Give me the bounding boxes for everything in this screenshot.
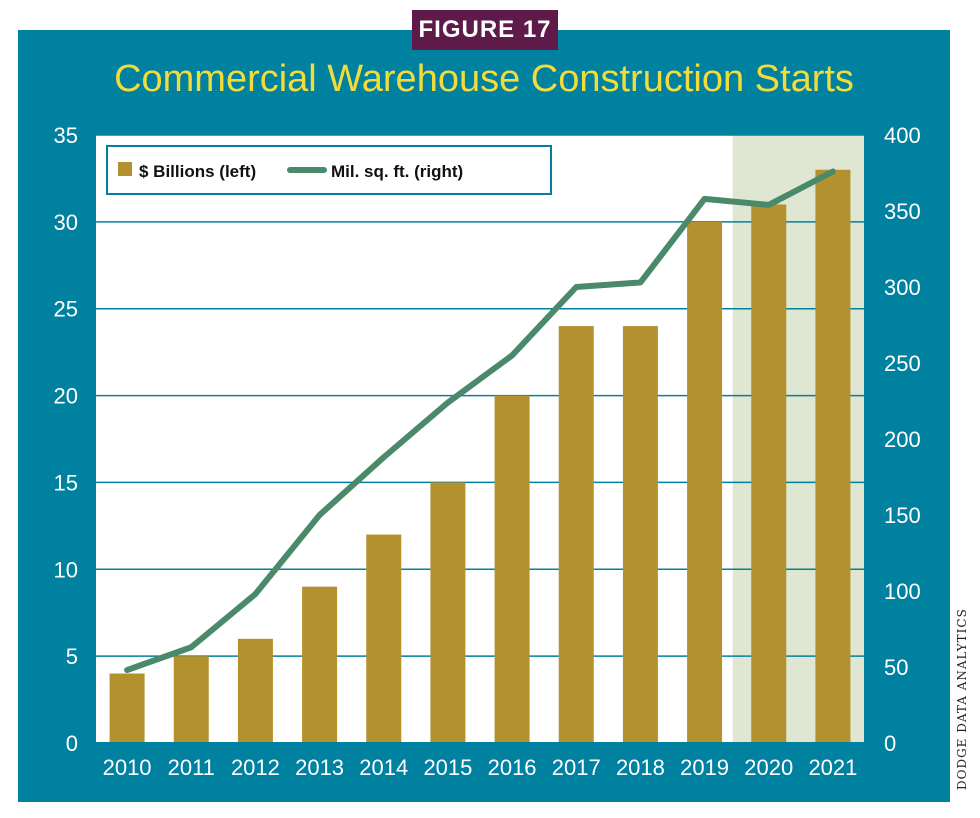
bar-2018 bbox=[622, 326, 658, 743]
y-left-tick-label: 30 bbox=[54, 210, 78, 235]
legend-label-line: Mil. sq. ft. (right) bbox=[331, 162, 463, 181]
legend-label-bar: $ Billions (left) bbox=[139, 162, 256, 181]
x-tick-label: 2020 bbox=[744, 755, 793, 780]
y-right-tick-label: 250 bbox=[884, 351, 921, 376]
bar-2020 bbox=[751, 204, 787, 743]
line-point-2017 bbox=[574, 285, 579, 289]
legend-box bbox=[106, 145, 552, 195]
legend: $ Billions (left) Mil. sq. ft. (right) bbox=[106, 145, 552, 195]
y-left-tick-label: 0 bbox=[66, 731, 78, 756]
bar-2019 bbox=[687, 221, 723, 743]
x-tick-label: 2017 bbox=[552, 755, 601, 780]
x-tick-label: 2014 bbox=[359, 755, 408, 780]
x-tick-label: 2021 bbox=[808, 755, 857, 780]
y-right-tick-label: 100 bbox=[884, 579, 921, 604]
y-left-tick-label: 5 bbox=[66, 644, 78, 669]
line-point-2019 bbox=[702, 196, 707, 201]
x-tick-label: 2015 bbox=[423, 755, 472, 780]
line-point-2013 bbox=[317, 513, 322, 517]
line-point-2015 bbox=[445, 400, 450, 405]
y-left-tick-label: 15 bbox=[54, 470, 78, 495]
x-tick-label: 2011 bbox=[168, 755, 215, 780]
bar-2021 bbox=[815, 169, 851, 743]
x-tick-label: 2019 bbox=[680, 755, 729, 780]
line-point-2012 bbox=[253, 592, 258, 597]
line-point-2011 bbox=[189, 645, 194, 650]
y-right-tick-label: 350 bbox=[884, 199, 921, 224]
y-right-tick-label: 200 bbox=[884, 427, 921, 452]
bar-2013 bbox=[302, 586, 338, 743]
x-tick-label: 2016 bbox=[488, 755, 537, 780]
source-credit: DODGE DATA ANALYTICS bbox=[955, 608, 969, 790]
line-point-2020 bbox=[766, 202, 771, 207]
legend-swatch-bar bbox=[118, 162, 132, 176]
bar-2016 bbox=[494, 395, 530, 743]
x-tick-label: 2013 bbox=[295, 755, 344, 780]
bar-2012 bbox=[237, 638, 273, 743]
y-right-tick-label: 300 bbox=[884, 275, 921, 300]
bar-2014 bbox=[366, 534, 402, 743]
y-right-tick-label: 150 bbox=[884, 503, 921, 528]
bar-2017 bbox=[558, 326, 594, 743]
bar-2015 bbox=[430, 482, 466, 743]
chart-title: Commercial Warehouse Construction Starts bbox=[114, 58, 854, 100]
y-right-tick-label: 400 bbox=[884, 123, 921, 148]
y-left-tick-label: 25 bbox=[54, 297, 78, 322]
x-tick-label: 2018 bbox=[616, 755, 665, 780]
axis-layer: 0510152025303505010015020025030035040020… bbox=[54, 123, 921, 780]
y-right-tick-label: 0 bbox=[884, 731, 896, 756]
x-tick-label: 2012 bbox=[231, 755, 280, 780]
bar-2010 bbox=[109, 673, 145, 743]
y-right-tick-label: 50 bbox=[884, 655, 908, 680]
grid-layer bbox=[95, 134, 865, 657]
y-left-tick-label: 35 bbox=[54, 123, 78, 148]
line-series-sqft bbox=[124, 168, 836, 674]
y-left-tick-label: 20 bbox=[54, 384, 78, 409]
y-left-tick-label: 10 bbox=[54, 557, 78, 582]
figure-badge: FIGURE 17 bbox=[412, 10, 558, 50]
line-point-2014 bbox=[381, 455, 386, 460]
line-point-2021 bbox=[830, 169, 835, 174]
line-point-2016 bbox=[510, 353, 515, 358]
line-layer bbox=[124, 168, 836, 674]
bar-layer bbox=[109, 169, 851, 743]
bar-2011 bbox=[173, 656, 209, 743]
line-point-2018 bbox=[638, 280, 643, 285]
line-point-2010 bbox=[125, 668, 130, 673]
x-tick-label: 2010 bbox=[103, 755, 152, 780]
